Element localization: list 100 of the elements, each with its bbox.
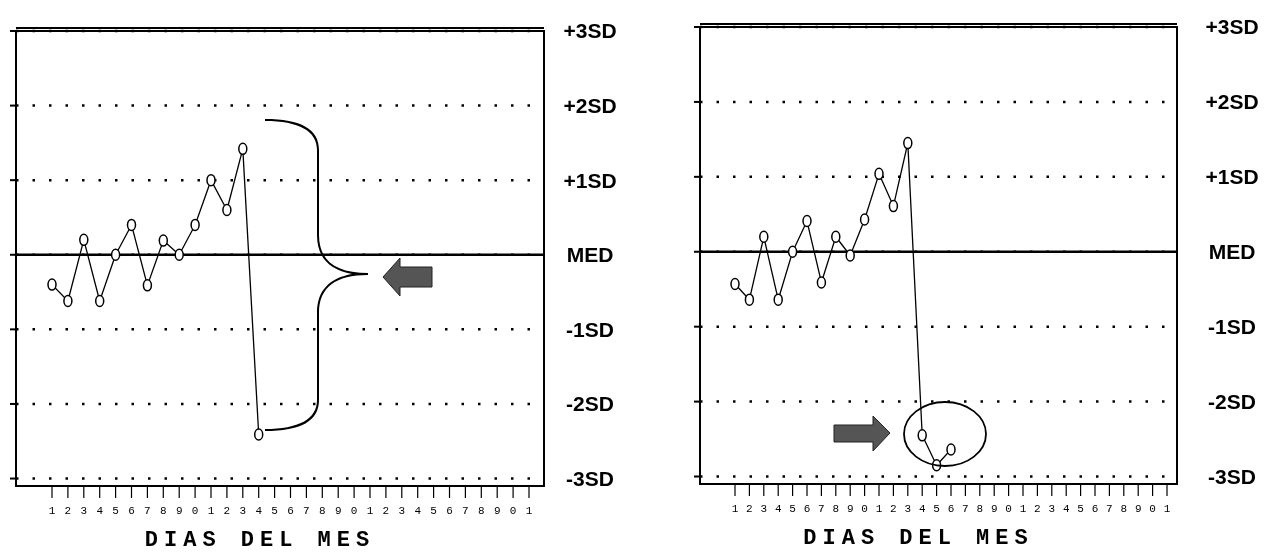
point [110,248,121,262]
x-tick-label: 7 [303,505,310,517]
y-tick-label: -2SD [566,392,614,416]
x-tick-label: 8 [319,505,326,517]
x-tick-label: 5 [271,505,278,517]
point [787,245,798,258]
x-tick-label: 3 [80,505,88,517]
x-tick-label: 6 [803,503,811,515]
point [903,136,913,150]
x-tick-label: 3 [760,503,768,515]
x-tick-label: 2 [382,505,390,517]
x-tick-label: 2 [223,505,231,517]
y-tick-label: +2SD [1205,90,1259,114]
y-tick-label: +2SD [563,93,617,117]
x-tick-label: 4 [1062,503,1070,515]
x-tick-label: 3 [904,503,912,515]
point [174,248,184,262]
x-tick-label: 0 [1005,503,1012,515]
x-tick-label: 5 [789,503,796,515]
y-tick-label: +3SD [1205,15,1259,39]
y-tick-label: -2SD [1208,389,1256,413]
x-tick-label: 8 [832,503,840,515]
x-tick-label: 1 [875,503,883,515]
x-tick-label: 8 [160,505,167,517]
x-tick-label: 9 [493,505,501,517]
x-tick-label: 9 [1134,503,1142,515]
x-tick-label: 0 [861,503,868,515]
x-tick-label: 0 [1149,503,1156,515]
x-tick-label: 2 [64,505,72,517]
point [222,203,232,217]
y-tick-label: MED [1208,240,1256,264]
x-axis-title: DIAS DEL MES [144,528,376,553]
x-tick-label: 2 [1034,503,1041,515]
x-tick-label: 1 [207,505,215,517]
y-tick-label: +3SD [563,19,617,43]
x-tick-label: 4 [918,503,926,515]
y-tick-label: -1SD [1208,315,1256,339]
point [94,294,105,308]
point [63,294,73,308]
x-tick-label: 8 [1120,503,1128,515]
point [158,234,169,247]
x-tick-label: 0 [509,505,517,517]
y-tick-label: +1SD [1205,165,1259,189]
point [888,199,899,213]
point [773,293,783,306]
x-tick-label: 9 [990,503,998,515]
x-tick-label: 9 [175,505,183,517]
x-tick-label: 3 [239,505,247,517]
x-tick-label: 6 [947,503,955,515]
point [126,218,137,232]
y-tick-label: -3SD [566,466,614,490]
x-tick-label: 8 [976,503,984,515]
y-tick-label: MED [566,243,614,267]
point [190,218,200,232]
x-tick-label: 5 [1077,503,1084,515]
point [206,173,216,187]
x-tick-label: 4 [96,505,104,517]
point [253,428,264,441]
x-tick-label: 7 [962,503,969,515]
x-tick-label: 6 [446,505,453,517]
x-tick-label: 4 [255,505,263,517]
y-tick-label: +1SD [563,168,617,192]
x-tick-label: 5 [112,505,119,517]
x-tick-label: 7 [144,505,151,517]
x-tick-label: 1 [48,505,56,517]
x-tick-label: 1 [366,505,374,517]
y-tick-label: -1SD [566,317,614,341]
x-tick-label: 8 [478,505,485,517]
x-tick-label: 0 [191,505,199,517]
x-tick-label: 7 [818,503,825,515]
x-axis-title: DIAS DEL MES [803,526,1034,551]
x-tick-label: 2 [746,503,753,515]
x-tick-label: 3 [1048,503,1056,515]
x-tick-label: 6 [287,505,294,517]
point [917,429,927,442]
x-tick-label: 9 [846,503,854,515]
point [845,249,855,262]
point [744,293,755,306]
point [802,214,812,228]
x-tick-label: 1 [1019,503,1027,515]
point [238,142,248,156]
x-tick-label: 5 [430,505,437,517]
x-tick-label: 7 [1106,503,1113,515]
x-tick-label: 4 [414,505,422,517]
x-tick-label: 6 [128,505,135,517]
x-tick-label: 6 [1091,503,1099,515]
point [946,443,956,456]
x-tick-label: 0 [350,505,358,517]
x-tick-label: 9 [334,505,342,517]
point [759,230,769,244]
x-tick-label: 1 [1163,503,1171,515]
point [816,276,827,289]
x-tick-label: 5 [933,503,940,515]
point [859,213,870,226]
point [874,167,884,181]
x-tick-label: 4 [774,503,782,515]
point [831,230,841,244]
x-tick-label: 3 [398,505,406,517]
x-tick-label: 1 [525,505,533,517]
point [142,279,153,292]
